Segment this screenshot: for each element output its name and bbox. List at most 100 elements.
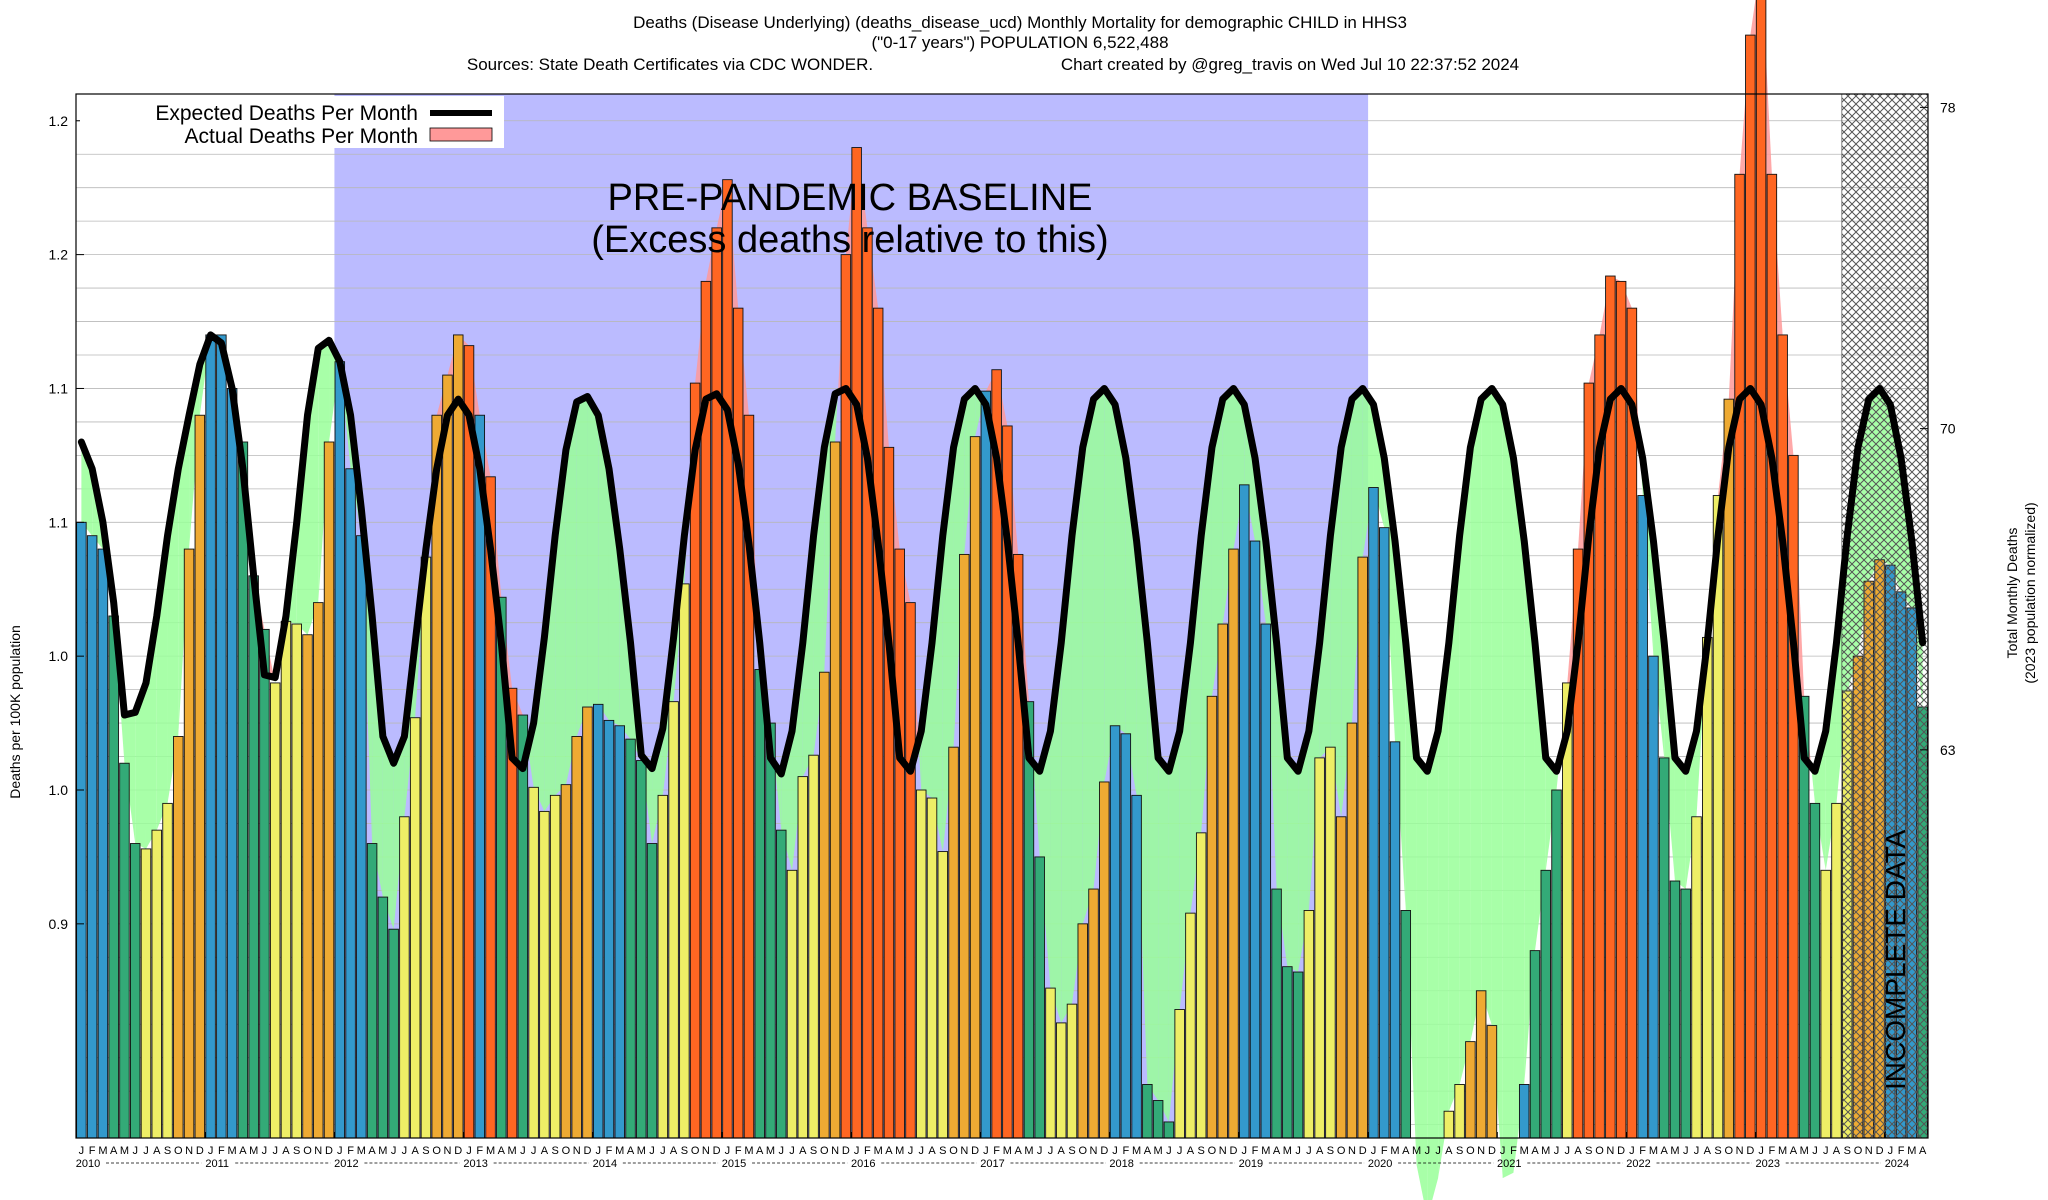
actual-bar (173, 736, 184, 1139)
actual-bar (1615, 280, 1627, 1139)
actual-bar (582, 706, 593, 1139)
month-tick-label: J (402, 1145, 408, 1157)
excess-deficit-segment (932, 535, 943, 852)
actual-bar (1518, 1084, 1530, 1139)
month-tick-label: J (1048, 1145, 1054, 1157)
month-tick-label: A (670, 1145, 678, 1157)
excess-deficit-segment (1513, 458, 1525, 1173)
month-tick-label: M (1283, 1145, 1292, 1157)
month-tick-label: J (1554, 1145, 1560, 1157)
month-tick-label: A (1919, 1145, 1927, 1157)
month-tick-label: J (1242, 1145, 1248, 1157)
excess-deficit-segment (1545, 757, 1557, 871)
month-tick-label: J (531, 1145, 537, 1157)
actual-bar (1066, 1003, 1078, 1139)
month-tick-label: M (874, 1145, 883, 1157)
month-tick-label: A (1187, 1145, 1195, 1157)
year-tick-label: 2014 (593, 1158, 617, 1170)
month-tick-label: S (1714, 1145, 1721, 1157)
month-tick-label: A (885, 1145, 893, 1157)
month-tick-label: A (1273, 1145, 1281, 1157)
actual-bar (1249, 540, 1261, 1139)
month-tick-label: D (1617, 1145, 1625, 1157)
actual-bar (1400, 910, 1412, 1139)
actual-bar (205, 334, 216, 1139)
actual-bar (1734, 173, 1745, 1139)
plot-frame (75, 93, 1929, 1139)
excess-deficit-segment (1115, 404, 1126, 734)
month-tick-label: J (983, 1145, 989, 1157)
left-tick-label: 1.0 (49, 648, 69, 664)
actual-bar (1637, 495, 1648, 1139)
actual-bar (1335, 816, 1347, 1139)
month-tick-label: J (1823, 1145, 1829, 1157)
month-tick-label: F (1639, 1145, 1646, 1157)
month-tick-label: M (1390, 1145, 1399, 1157)
excess-deficit-segment (565, 401, 577, 785)
actual-bar (1443, 1110, 1455, 1139)
actual-bar (754, 669, 765, 1139)
month-tick-label: J (854, 1145, 860, 1157)
actual-bar (1185, 912, 1196, 1139)
month-tick-label: M (1800, 1145, 1809, 1157)
excess-deficit-segment (1158, 757, 1169, 1122)
month-tick-label: S (164, 1145, 171, 1157)
actual-bar (1314, 757, 1325, 1139)
month-tick-label: J (79, 1145, 85, 1157)
actual-bar (926, 797, 938, 1139)
actual-bar (216, 334, 227, 1139)
excess-deficit-segment (652, 728, 663, 844)
excess-deficit-segment (1082, 399, 1094, 924)
month-tick-label: A (282, 1145, 290, 1157)
actual-bar (571, 736, 582, 1139)
month-tick-label: S (1327, 1145, 1334, 1157)
excess-deficit-segment (178, 415, 190, 737)
actual-bar (1152, 1100, 1164, 1139)
excess-deficit-segment (1427, 731, 1439, 1200)
actual-bar (808, 754, 819, 1139)
excess-deficit-segment (1276, 642, 1288, 967)
actual-bar (409, 717, 421, 1139)
actual-bar (528, 786, 539, 1139)
actual-bar (679, 583, 690, 1139)
excess-deficit-segment (1039, 731, 1051, 989)
month-tick-label: S (1198, 1145, 1205, 1157)
excess-deficit-segment (372, 616, 383, 898)
month-tick-label: A (756, 1145, 764, 1157)
month-tick-label: A (1704, 1145, 1712, 1157)
month-tick-label: J (595, 1145, 601, 1157)
actual-bar (431, 414, 442, 1139)
month-tick-label: N (185, 1145, 193, 1157)
month-tick-label: A (1833, 1145, 1841, 1157)
left-tick-label: 1.1 (49, 514, 69, 530)
actual-bar (76, 521, 87, 1139)
month-tick-label: M (1003, 1145, 1012, 1157)
right-tick-label: 70 (1940, 421, 1956, 437)
year-tick-label: 2019 (1239, 1158, 1263, 1170)
actual-bar (1142, 1084, 1153, 1139)
excess-deficit-segment (124, 712, 136, 844)
month-tick-label: J (1812, 1145, 1818, 1157)
month-tick-label: S (1068, 1145, 1075, 1157)
month-tick-label: F (347, 1145, 354, 1157)
month-tick-label: A (110, 1145, 118, 1157)
excess-deficit-segment (1470, 399, 1482, 1042)
excess-deficit-segment (1438, 642, 1449, 1179)
left-tick-label: 1.2 (49, 113, 69, 129)
month-tick-label: S (1585, 1145, 1592, 1157)
right-axis-ticks: 63 70 78 (1920, 99, 1956, 758)
chart-title-line-4: Chart created by @greg_travis on Wed Jul… (1061, 55, 1519, 74)
month-tick-label: A (928, 1145, 936, 1157)
actual-bar (1088, 888, 1099, 1139)
month-tick-label: O (562, 1145, 571, 1157)
right-tick-label: 78 (1940, 99, 1956, 115)
actual-bar (969, 436, 981, 1139)
actual-bar (1055, 1022, 1067, 1139)
chart-title-line-1: Deaths (Disease Underlying) (deaths_dise… (633, 13, 1407, 32)
left-axis-title: Deaths per 100K population (7, 625, 23, 799)
actual-bar (1551, 789, 1562, 1139)
month-tick-label: A (799, 1145, 807, 1157)
actual-bar (237, 441, 249, 1139)
month-tick-label: M (228, 1145, 237, 1157)
